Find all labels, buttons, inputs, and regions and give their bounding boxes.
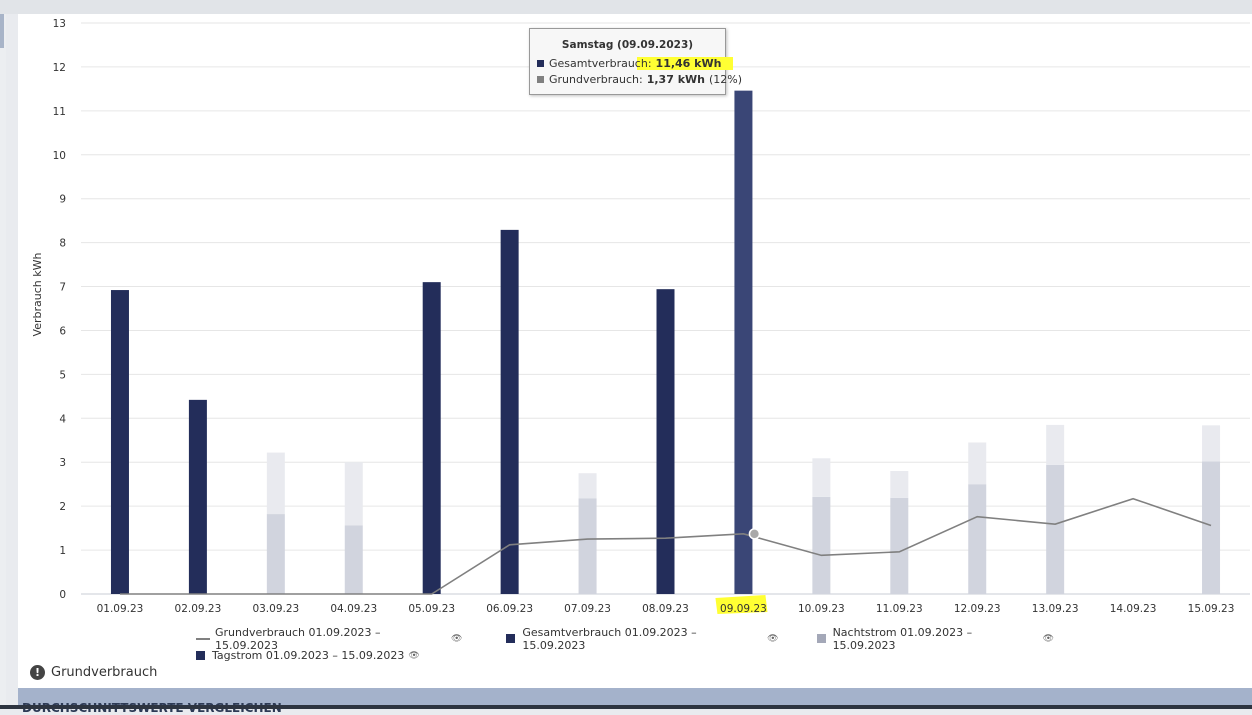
tooltip-value-grundverbrauch: 1,37 kWh — [646, 73, 705, 86]
y-tick-label: 12 — [53, 62, 66, 74]
y-tick-label: 11 — [53, 106, 66, 118]
bar-tagstrom[interactable] — [344, 462, 363, 526]
tooltip-value-gesamtverbrauch: 11,46 kWh — [651, 57, 734, 70]
bar-tagstrom[interactable] — [266, 452, 285, 515]
bar-gesamtverbrauch[interactable] — [656, 289, 675, 594]
bar-gesamtverbrauch[interactable] — [500, 229, 519, 594]
chart-legend: Grundverbrauch 01.09.2023 – 15.09.2023 👁… — [196, 626, 1096, 664]
chart-card: 0 1 2 3 4 5 6 7 8 9 10 11 12 13 Verbrauch kWh 01.09.23 0… — [18, 14, 1252, 692]
x-tick-label: 11.09.23 — [876, 603, 923, 615]
tooltip-label-gesamtverbrauch: Gesamtverbrauch: — [549, 57, 652, 70]
tooltip-label-grundverbrauch: Grundverbrauch: — [549, 73, 643, 86]
x-tick-label: 10.09.23 — [798, 603, 845, 615]
x-tick-label: 08.09.23 — [642, 603, 689, 615]
legend-label-nachtstrom: Nachtstrom 01.09.2023 – 15.09.2023 — [832, 625, 973, 652]
x-tick-label: 02.09.23 — [175, 603, 222, 615]
x-tick-label: 07.09.23 — [564, 603, 611, 615]
x-tick-highlight — [715, 595, 768, 614]
y-tick-label: 9 — [59, 194, 66, 206]
info-grundverbrauch[interactable]: ! Grundverbrauch — [30, 665, 157, 680]
x-tick-label: 15.09.23 — [1188, 603, 1235, 615]
legend-item-grundverbrauch[interactable]: Grundverbrauch 01.09.2023 – 15.09.2023 👁 — [196, 626, 462, 652]
tooltip-swatch-gesamtverbrauch — [537, 60, 544, 67]
bar-tagstrom[interactable] — [890, 471, 909, 498]
tooltip-row-gesamtverbrauch: Gesamtverbrauch: 11,46 kWh — [537, 57, 734, 70]
legend-label-gesamtverbrauch: Gesamtverbrauch 01.09.2023 – 15.09.2023 — [522, 625, 697, 652]
line-grundverbrauch[interactable] — [119, 497, 1212, 595]
legend-row-2: Tagstrom 01.09.2023 – 15.09.2023 👁 — [196, 647, 1096, 664]
x-tick-label: 03.09.23 — [252, 603, 299, 615]
y-tick-label: 13 — [53, 18, 66, 30]
x-tick-label: 14.09.23 — [1110, 603, 1157, 615]
y-tick-label: 10 — [53, 150, 66, 162]
x-tick-label: 13.09.23 — [1032, 603, 1079, 615]
x-tick-label: 06.09.23 — [486, 603, 533, 615]
y-tick-label: 3 — [59, 457, 66, 469]
bar-gesamtverbrauch[interactable] — [110, 290, 129, 594]
bar-nachtstrom[interactable] — [812, 496, 831, 594]
bar-gesamtverbrauch[interactable] — [422, 282, 441, 594]
x-tick-label: 05.09.23 — [408, 603, 455, 615]
chart-tooltip: Samstag (09.09.2023) Gesamtverbrauch: 11,… — [529, 28, 742, 95]
eye-icon[interactable]: 👁 — [408, 650, 420, 661]
bar-tagstrom[interactable] — [968, 442, 987, 485]
x-tick-label: 04.09.23 — [330, 603, 377, 615]
legend-swatch-gesamtverbrauch — [506, 634, 516, 643]
legend-label-grundverbrauch: Grundverbrauch 01.09.2023 – 15.09.2023 — [215, 625, 381, 652]
bar-nachtstrom[interactable] — [1202, 461, 1221, 594]
y-tick-label: 1 — [59, 545, 66, 557]
left-edge-strip — [0, 14, 6, 709]
bar-nachtstrom[interactable] — [1046, 464, 1065, 594]
bar-gesamtverbrauch[interactable] — [188, 399, 207, 594]
y-tick-label: 8 — [59, 238, 66, 250]
legend-label-tagstrom: Tagstrom 01.09.2023 – 15.09.2023 — [212, 649, 405, 662]
bar-gesamtverbrauch[interactable] — [734, 90, 753, 594]
top-toolbar-strip — [0, 0, 1252, 14]
bottom-section-header[interactable] — [18, 688, 1252, 709]
marker-grundverbrauch-highlight[interactable] — [748, 528, 761, 540]
left-accent-tab[interactable] — [0, 14, 4, 48]
y-tick-label: 6 — [59, 325, 66, 337]
bar-tagstrom[interactable] — [578, 473, 597, 499]
legend-row-1: Grundverbrauch 01.09.2023 – 15.09.2023 👁… — [196, 626, 1096, 652]
bar-tagstrom[interactable] — [812, 458, 831, 497]
legend-swatch-line — [196, 637, 210, 640]
legend-swatch-nachtstrom — [816, 634, 826, 643]
bottom-dark-edge — [0, 705, 1252, 709]
tooltip-swatch-grundverbrauch — [537, 76, 544, 83]
bar-nachtstrom[interactable] — [344, 525, 363, 594]
y-tick-label: 4 — [59, 413, 66, 425]
y-tick-label: 0 — [59, 589, 66, 601]
bar-tagstrom[interactable] — [1046, 424, 1065, 465]
exclamation-circle-icon: ! — [30, 665, 45, 680]
x-tick-label: 01.09.23 — [97, 603, 144, 615]
bar-nachtstrom[interactable] — [266, 514, 285, 594]
legend-item-tagstrom[interactable]: Tagstrom 01.09.2023 – 15.09.2023 👁 — [196, 649, 420, 662]
eye-icon[interactable]: 👁 — [450, 633, 463, 644]
y-axis-title: Verbrauch kWh — [31, 253, 44, 337]
bar-nachtstrom[interactable] — [578, 498, 597, 594]
legend-item-nachtstrom[interactable]: Nachtstrom 01.09.2023 – 15.09.2023 👁 — [816, 625, 1054, 652]
tooltip-row-grundverbrauch: Grundverbrauch: 1,37 kWh (12%) — [537, 73, 742, 86]
y-tick-label: 2 — [59, 501, 66, 513]
x-tick-label: 12.09.23 — [954, 603, 1001, 615]
eye-icon[interactable]: 👁 — [1042, 633, 1054, 644]
bar-tagstrom[interactable] — [1202, 425, 1221, 462]
info-label: Grundverbrauch — [51, 665, 158, 680]
bar-nachtstrom[interactable] — [890, 497, 909, 594]
eye-icon[interactable]: 👁 — [767, 633, 779, 644]
tooltip-title: Samstag (09.09.2023) — [561, 39, 694, 51]
y-tick-label: 7 — [59, 282, 66, 294]
tooltip-percent-grundverbrauch: (12%) — [708, 73, 743, 86]
legend-swatch-tagstrom — [196, 651, 205, 660]
y-tick-label: 5 — [59, 369, 66, 381]
legend-item-gesamtverbrauch[interactable]: Gesamtverbrauch 01.09.2023 – 15.09.2023 … — [506, 625, 779, 652]
x-tick-label: 09.09.23 — [720, 603, 767, 615]
bar-nachtstrom[interactable] — [968, 484, 987, 594]
